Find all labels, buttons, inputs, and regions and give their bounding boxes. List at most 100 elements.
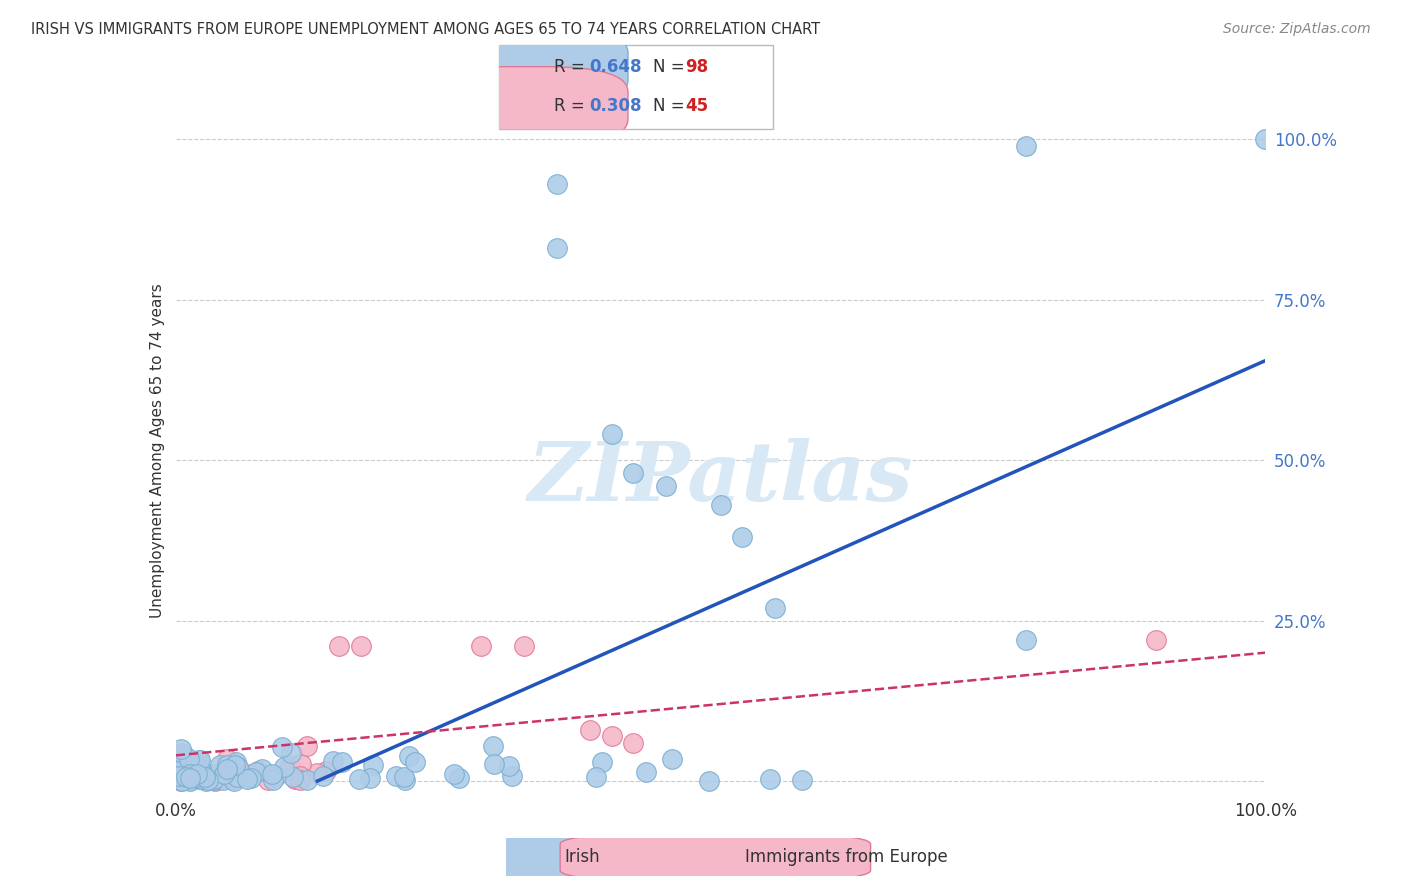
Point xyxy=(501,769,523,783)
Point xyxy=(513,639,536,653)
Point xyxy=(621,466,644,480)
Point xyxy=(250,762,273,776)
Point xyxy=(257,773,280,788)
Point xyxy=(1254,132,1277,146)
Point xyxy=(170,755,193,769)
Point xyxy=(790,773,813,788)
Point xyxy=(177,767,200,781)
Point xyxy=(266,769,288,783)
Text: 0.648: 0.648 xyxy=(589,58,643,76)
Point xyxy=(591,755,613,769)
Point xyxy=(470,639,492,653)
Point xyxy=(322,754,344,768)
Point xyxy=(174,764,197,779)
Point xyxy=(169,770,191,784)
Text: IRISH VS IMMIGRANTS FROM EUROPE UNEMPLOYMENT AMONG AGES 65 TO 74 YEARS CORRELATI: IRISH VS IMMIGRANTS FROM EUROPE UNEMPLOY… xyxy=(31,22,820,37)
Point xyxy=(226,760,249,774)
Point xyxy=(179,767,201,781)
Y-axis label: Unemployment Among Ages 65 to 74 years: Unemployment Among Ages 65 to 74 years xyxy=(149,283,165,618)
Point xyxy=(180,772,202,786)
Point xyxy=(215,763,238,777)
Point xyxy=(188,753,211,767)
Point xyxy=(404,755,426,769)
Point xyxy=(600,427,623,442)
Text: N =: N = xyxy=(652,96,689,114)
Point xyxy=(225,755,247,769)
Point xyxy=(758,772,780,787)
Point xyxy=(270,739,292,754)
FancyBboxPatch shape xyxy=(499,45,773,129)
Point xyxy=(188,772,211,786)
Point xyxy=(229,765,252,780)
FancyBboxPatch shape xyxy=(427,28,628,105)
Point xyxy=(212,766,235,780)
Point xyxy=(361,757,384,772)
Point xyxy=(332,755,354,769)
Point xyxy=(194,767,217,781)
Point xyxy=(350,639,373,653)
Point xyxy=(184,758,207,772)
Point xyxy=(217,758,239,772)
Point xyxy=(165,750,187,764)
Point xyxy=(312,769,335,783)
Point xyxy=(188,753,211,767)
Point xyxy=(579,723,602,737)
Text: R =: R = xyxy=(554,96,591,114)
Point xyxy=(225,771,247,785)
Point xyxy=(236,772,259,786)
Point xyxy=(173,772,195,786)
Point xyxy=(1015,632,1038,647)
Point xyxy=(187,760,209,774)
Text: Irish: Irish xyxy=(565,848,600,866)
Point xyxy=(315,764,337,779)
Point xyxy=(290,772,312,787)
Text: ZIPatlas: ZIPatlas xyxy=(527,438,914,518)
Point xyxy=(186,767,208,781)
Point xyxy=(167,764,190,779)
Text: R =: R = xyxy=(554,58,591,76)
Point xyxy=(697,773,720,788)
Text: 45: 45 xyxy=(686,96,709,114)
Point xyxy=(224,757,246,772)
Point xyxy=(328,639,350,653)
Point xyxy=(187,771,209,785)
FancyBboxPatch shape xyxy=(560,833,870,881)
Point xyxy=(179,773,201,788)
Point xyxy=(385,769,408,783)
Point xyxy=(290,756,312,771)
Point xyxy=(763,600,786,615)
Point xyxy=(219,766,242,780)
Point xyxy=(197,772,219,787)
Point xyxy=(262,767,284,781)
Point xyxy=(205,772,228,786)
Point xyxy=(176,760,198,774)
Point xyxy=(176,773,198,788)
Point xyxy=(224,773,246,788)
Point xyxy=(224,767,246,781)
Point xyxy=(482,739,505,754)
Point xyxy=(297,772,319,787)
Point xyxy=(621,735,644,749)
Point xyxy=(170,746,193,760)
Point xyxy=(731,530,754,544)
Point xyxy=(173,748,195,763)
FancyBboxPatch shape xyxy=(427,67,628,145)
Point xyxy=(245,764,267,779)
Point xyxy=(179,772,201,787)
Text: 98: 98 xyxy=(686,58,709,76)
Point xyxy=(208,771,231,785)
Point xyxy=(177,764,200,779)
Point xyxy=(636,765,658,780)
Point xyxy=(280,747,302,761)
Point xyxy=(262,772,284,787)
Point xyxy=(194,770,217,784)
Point xyxy=(212,772,235,787)
Point xyxy=(201,772,224,787)
Point xyxy=(224,762,246,776)
Point xyxy=(166,770,188,784)
Point xyxy=(449,771,471,785)
Point xyxy=(180,770,202,784)
Point xyxy=(195,774,218,789)
Point xyxy=(221,768,243,782)
Point xyxy=(710,498,733,512)
